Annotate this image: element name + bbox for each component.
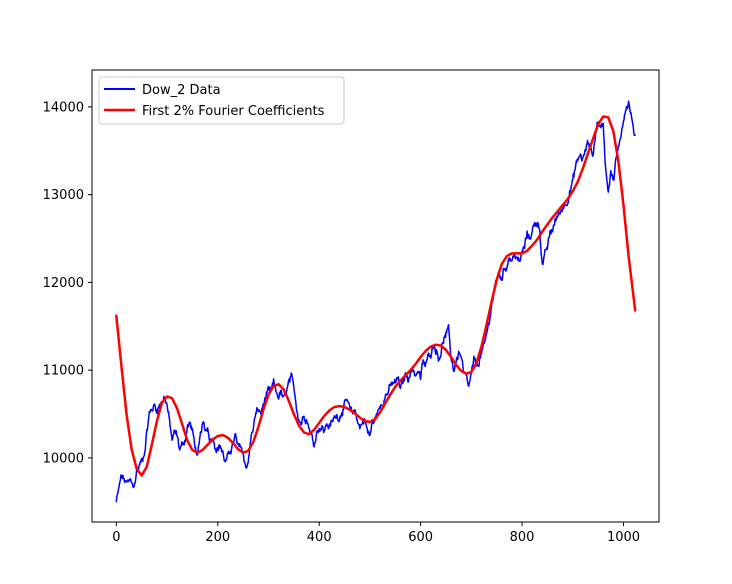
legend-box xyxy=(98,76,345,125)
y-tick-label: 14000 xyxy=(43,100,84,115)
legend-label-fourier: First 2% Fourier Coefficients xyxy=(142,104,325,119)
x-tick-label: 1000 xyxy=(607,530,640,545)
y-axis: 10000 11000 12000 13000 14000 xyxy=(43,100,92,466)
x-tick-label: 200 xyxy=(205,530,230,545)
legend-label-dow-data: Dow_2 Data xyxy=(142,83,221,98)
y-tick-label: 11000 xyxy=(43,364,84,379)
y-tick-label: 12000 xyxy=(43,276,84,291)
y-tick-label: 13000 xyxy=(43,188,84,203)
x-axis: 0 200 400 600 800 1000 xyxy=(112,522,640,545)
plot-frame xyxy=(91,69,660,523)
x-tick-label: 0 xyxy=(112,530,120,545)
x-tick-label: 800 xyxy=(510,530,535,545)
series-line-1 xyxy=(115,115,637,477)
legend: Dow_2 Data First 2% Fourier Coefficients xyxy=(98,76,345,125)
y-tick-label: 10000 xyxy=(43,451,84,466)
x-tick-label: 400 xyxy=(307,530,332,545)
x-tick-label: 600 xyxy=(408,530,433,545)
series-layer xyxy=(115,100,637,503)
